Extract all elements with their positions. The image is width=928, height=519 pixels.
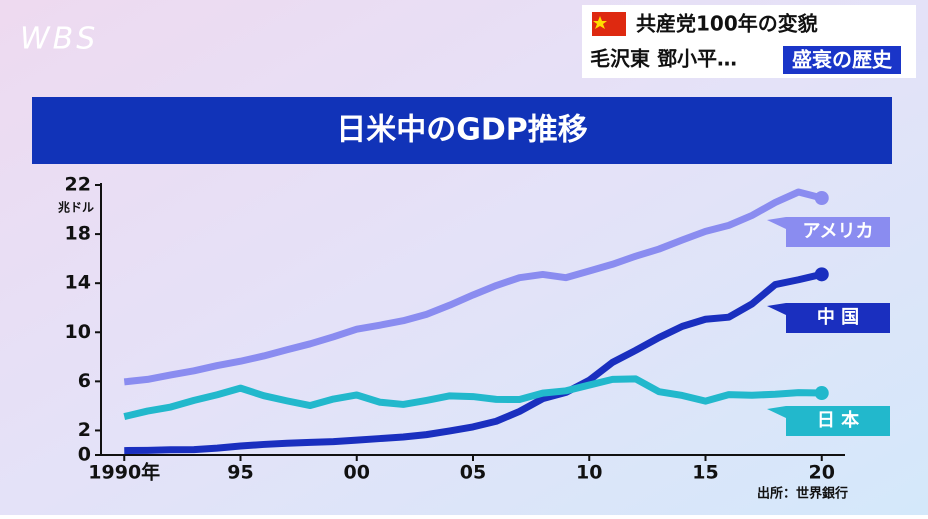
x-tick-label: 15 (692, 462, 718, 484)
y-tick-label: 0 (78, 444, 91, 466)
x-tick-label: 20 (809, 462, 835, 484)
title-banner (32, 97, 892, 164)
header-highlight-box (783, 46, 901, 74)
x-tick-label: 05 (460, 462, 486, 484)
header-line1: 共産党100年の変貌 (636, 12, 818, 36)
y-tick-label: 18 (65, 223, 91, 245)
x-tick-label: 95 (227, 462, 253, 484)
legend-label: 中 国 (817, 306, 859, 328)
y-tick-label: 22 (65, 174, 91, 196)
legend-tag (767, 303, 890, 333)
x-tick-label: 00 (344, 462, 370, 484)
end-dot (814, 191, 829, 206)
y-unit: 兆ドル (58, 200, 94, 215)
x-tick-label: 1990年 (88, 461, 160, 484)
x-tick-label: 10 (576, 462, 602, 484)
end-dot (814, 386, 829, 401)
legend-tag (767, 217, 890, 247)
y-tick-label: 14 (65, 272, 91, 294)
legend-tag (767, 406, 890, 436)
header-highlight: 盛衰の歴史 (792, 48, 893, 72)
legend-label: アメリカ (802, 221, 873, 242)
y-tick-label: 6 (78, 370, 91, 392)
y-tick-label: 2 (78, 419, 91, 441)
source: 出所：世界銀行 (757, 486, 848, 502)
series-line (123, 375, 822, 420)
flag-star (593, 16, 607, 29)
legend-label: 日 本 (817, 409, 859, 431)
series-line (124, 270, 823, 455)
header-line2: 毛沢東 鄧小平… (590, 47, 737, 71)
end-dot (814, 267, 829, 282)
series-line (123, 188, 823, 386)
y-tick-label: 10 (65, 321, 91, 343)
logo: WBS (20, 22, 98, 57)
chart-title: 日米中のGDP推移 (336, 113, 588, 148)
